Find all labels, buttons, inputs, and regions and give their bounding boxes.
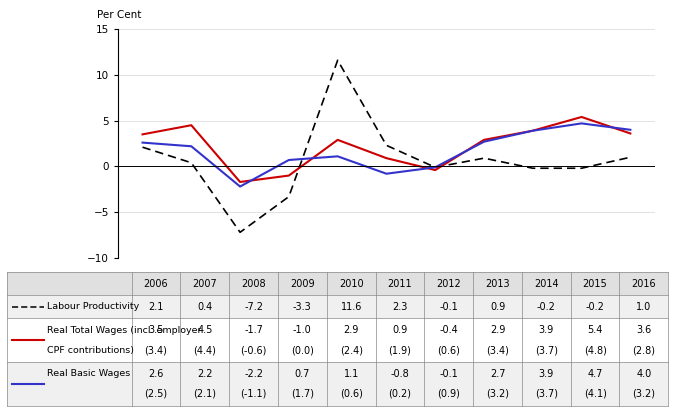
Text: Real Basic Wages: Real Basic Wages — [47, 369, 130, 378]
Text: (0.0): (0.0) — [291, 345, 314, 355]
Text: 0.9: 0.9 — [392, 325, 408, 335]
Bar — [7, 318, 668, 362]
Text: (1.9): (1.9) — [389, 345, 411, 355]
Text: (2.1): (2.1) — [193, 389, 216, 399]
Text: 2008: 2008 — [241, 279, 266, 289]
Text: (0.6): (0.6) — [437, 345, 460, 355]
Text: -0.8: -0.8 — [391, 369, 409, 379]
Bar — [7, 272, 668, 295]
Text: (4.1): (4.1) — [584, 389, 607, 399]
Text: 4.5: 4.5 — [197, 325, 213, 335]
Text: 2016: 2016 — [632, 279, 656, 289]
Text: (2.5): (2.5) — [144, 389, 167, 399]
Text: 0.9: 0.9 — [490, 302, 505, 312]
Text: Per Cent: Per Cent — [97, 10, 141, 20]
Text: -2.2: -2.2 — [244, 369, 263, 379]
Text: (3.7): (3.7) — [535, 389, 558, 399]
Text: (3.4): (3.4) — [486, 345, 509, 355]
Text: 2.3: 2.3 — [392, 302, 408, 312]
Text: 2009: 2009 — [290, 279, 315, 289]
Text: -1.7: -1.7 — [244, 325, 263, 335]
Text: CPF contributions): CPF contributions) — [47, 346, 134, 354]
Text: 2.9: 2.9 — [344, 325, 359, 335]
Text: 2012: 2012 — [436, 279, 461, 289]
Text: -0.4: -0.4 — [439, 325, 458, 335]
Text: (2.4): (2.4) — [340, 345, 362, 355]
Text: (1.7): (1.7) — [291, 389, 314, 399]
Text: 2.9: 2.9 — [490, 325, 505, 335]
Text: 2014: 2014 — [534, 279, 559, 289]
Text: (2.8): (2.8) — [632, 345, 655, 355]
Text: 3.9: 3.9 — [539, 369, 554, 379]
Bar — [7, 362, 668, 406]
Text: 2007: 2007 — [192, 279, 217, 289]
Text: (3.2): (3.2) — [486, 389, 509, 399]
Text: 3.6: 3.6 — [637, 325, 651, 335]
Text: 2015: 2015 — [583, 279, 608, 289]
Text: -0.1: -0.1 — [439, 302, 458, 312]
Text: 4.0: 4.0 — [637, 369, 651, 379]
Text: 2.2: 2.2 — [197, 369, 213, 379]
Text: 2011: 2011 — [387, 279, 412, 289]
Text: (3.4): (3.4) — [144, 345, 167, 355]
Text: -0.2: -0.2 — [537, 302, 556, 312]
Text: 4.7: 4.7 — [587, 369, 603, 379]
Text: 2.7: 2.7 — [490, 369, 506, 379]
Text: (-0.6): (-0.6) — [240, 345, 267, 355]
Text: -1.0: -1.0 — [293, 325, 312, 335]
Text: Labour Productivity: Labour Productivity — [47, 302, 140, 311]
Text: (4.8): (4.8) — [584, 345, 607, 355]
Text: 1.0: 1.0 — [637, 302, 651, 312]
Text: -3.3: -3.3 — [293, 302, 312, 312]
Text: (4.4): (4.4) — [193, 345, 216, 355]
Text: (3.7): (3.7) — [535, 345, 558, 355]
Text: 11.6: 11.6 — [340, 302, 362, 312]
Text: 2010: 2010 — [339, 279, 363, 289]
Text: 1.1: 1.1 — [344, 369, 359, 379]
Text: 0.7: 0.7 — [295, 369, 310, 379]
Text: -7.2: -7.2 — [244, 302, 263, 312]
Text: (0.6): (0.6) — [340, 389, 362, 399]
Text: Real Total Wages (incl. employer: Real Total Wages (incl. employer — [47, 326, 202, 334]
Text: 2.6: 2.6 — [148, 369, 164, 379]
Bar — [7, 295, 668, 318]
Text: (-1.1): (-1.1) — [240, 389, 267, 399]
Text: (0.9): (0.9) — [437, 389, 460, 399]
Text: (3.2): (3.2) — [632, 389, 655, 399]
Text: 3.9: 3.9 — [539, 325, 554, 335]
Text: 5.4: 5.4 — [587, 325, 603, 335]
Text: 2006: 2006 — [144, 279, 168, 289]
Text: -0.1: -0.1 — [439, 369, 458, 379]
Text: 2013: 2013 — [485, 279, 510, 289]
Text: (0.2): (0.2) — [388, 389, 412, 399]
Text: 2.1: 2.1 — [148, 302, 164, 312]
Text: 3.5: 3.5 — [148, 325, 164, 335]
Text: -0.2: -0.2 — [586, 302, 605, 312]
Text: 0.4: 0.4 — [197, 302, 213, 312]
